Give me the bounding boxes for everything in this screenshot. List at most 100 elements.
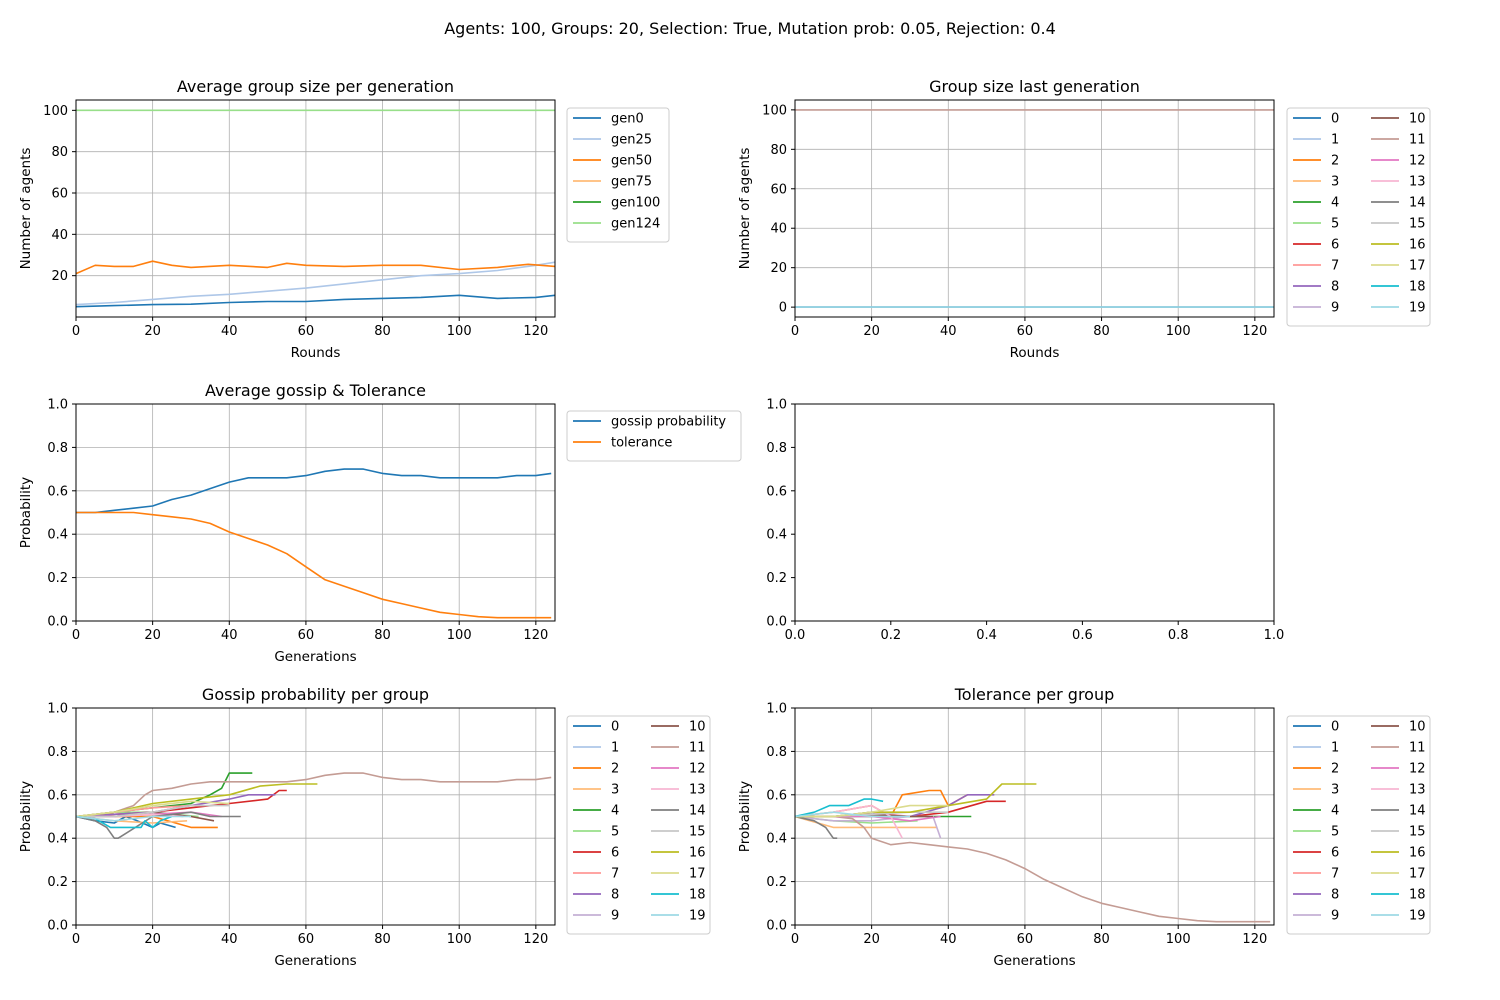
- y-tick-label: 0.6: [47, 788, 68, 803]
- y-tick-label: 0.0: [766, 615, 787, 630]
- legend-label: 1: [1331, 133, 1339, 148]
- y-tick-label: 0.4: [766, 832, 787, 847]
- legend-label: 16: [689, 846, 706, 861]
- legend-label: 7: [611, 867, 619, 882]
- series-line-gen25: [76, 261, 555, 306]
- axes-frame: [75, 99, 556, 318]
- legend-label: 5: [1331, 217, 1339, 232]
- legend-label: gen100: [611, 196, 660, 211]
- panel-tolerance_per_group: 0 20 40 60 80 100 1200.00.20.40.60.81.0Toleran…: [737, 685, 1431, 969]
- y-tick-label: 0.8: [766, 441, 787, 456]
- legend-label: 14: [1409, 196, 1426, 211]
- y-tick-label: 0.2: [766, 875, 787, 890]
- axes-frame: [75, 707, 556, 926]
- legend-label: 17: [689, 867, 706, 882]
- x-tick-label: 60: [298, 324, 315, 339]
- legend-label: 11: [1409, 133, 1426, 148]
- legend-label: 0: [1331, 112, 1339, 127]
- x-tick-label: 20: [863, 324, 880, 339]
- y-tick-label: 0.0: [47, 919, 68, 934]
- x-tick-label: 60: [1017, 324, 1034, 339]
- series-line-18: [76, 815, 173, 829]
- x-tick-label: 60: [1017, 932, 1034, 947]
- legend-label: 18: [689, 888, 706, 903]
- x-tick-label: 40: [940, 932, 957, 947]
- x-tick-label: 80: [374, 628, 391, 643]
- legend-label: 19: [689, 909, 706, 924]
- y-tick-label: 0.8: [47, 441, 68, 456]
- x-tick-label: 20: [144, 628, 161, 643]
- legend-label: 12: [1409, 154, 1426, 169]
- series-line-gossip probability: [76, 468, 552, 514]
- x-tick-label: 120: [523, 628, 548, 643]
- legend-label: 3: [611, 783, 619, 798]
- y-tick-label: 0.6: [766, 484, 787, 499]
- legend-label: 13: [1409, 175, 1426, 190]
- legend-label: 12: [1409, 762, 1426, 777]
- panel-empty_panel: 0.0 0.2 0.4 0.6 0.8 1.0 0.0 0.2 0.4 0.6 0.8 1.0: [766, 398, 1284, 644]
- legend-box: [1286, 107, 1431, 327]
- figure-title: Agents: 100, Groups: 20, Selection: True…: [444, 19, 1056, 38]
- legend-label: 4: [1331, 804, 1339, 819]
- series-line-15: [76, 804, 230, 818]
- x-tick-label: 0.2: [880, 628, 901, 643]
- legend-label: 2: [1331, 154, 1339, 169]
- legend-label: 3: [1331, 783, 1339, 798]
- x-tick-label: 60: [298, 932, 315, 947]
- y-tick-label: 20: [51, 269, 68, 284]
- legend-label: 18: [1409, 888, 1426, 903]
- x-axis-label: Generations: [274, 953, 356, 969]
- y-tick-label: 100: [762, 103, 787, 118]
- x-tick-label: 20: [144, 324, 161, 339]
- y-tick-label: 0.8: [766, 745, 787, 760]
- legend-label: 4: [611, 804, 619, 819]
- y-tick-label: 0.4: [766, 528, 787, 543]
- legend-box: [1286, 715, 1431, 935]
- series-line-14: [76, 811, 241, 840]
- legend-label: 8: [1331, 888, 1339, 903]
- x-tick-label: 100: [1166, 324, 1191, 339]
- series-line-gen0: [76, 294, 555, 308]
- legend-label: 10: [689, 720, 706, 735]
- series-group: [795, 109, 1274, 308]
- y-axis-label: Probability: [18, 477, 34, 548]
- x-tick-label: 80: [374, 932, 391, 947]
- y-tick-label: 0.0: [47, 615, 68, 630]
- legend: gen0 gen25 gen50 gen75 gen100 gen124: [566, 107, 670, 243]
- legend-label: 1: [611, 741, 619, 756]
- y-tick-label: 1.0: [766, 702, 787, 717]
- legend-label: 16: [1409, 238, 1426, 253]
- x-axis-label: Generations: [993, 953, 1075, 969]
- legend-label: 16: [1409, 846, 1426, 861]
- x-tick-label: 0: [72, 932, 80, 947]
- legend-label: gen50: [611, 154, 652, 169]
- y-tick-label: 40: [51, 228, 68, 243]
- x-tick-label: 40: [221, 628, 238, 643]
- series-group: [76, 468, 552, 619]
- x-tick-label: 0: [72, 628, 80, 643]
- series-line-18: [795, 798, 884, 818]
- x-tick-label: 120: [1242, 932, 1267, 947]
- legend-label: 7: [1331, 259, 1339, 274]
- x-axis-label: Generations: [274, 649, 356, 665]
- legend-label: 3: [1331, 175, 1339, 190]
- series-line-11: [795, 815, 1271, 923]
- legend-label: 10: [1409, 112, 1426, 127]
- panel-avg_gossip_tolerance: 0 20 40 60 80 100 120 0.0 0.2 0.4 0.6 0.8 1.0 Average…: [18, 381, 742, 665]
- y-tick-label: 0.2: [766, 571, 787, 586]
- legend-label: 15: [1409, 217, 1426, 232]
- x-tick-label: 40: [221, 324, 238, 339]
- x-tick-label: 0.4: [976, 628, 997, 643]
- legend-label: 6: [611, 846, 619, 861]
- y-tick-label: 0.4: [47, 528, 68, 543]
- y-axis-label: Probability: [737, 781, 753, 852]
- series-line-17: [795, 804, 949, 818]
- x-axis-label: Rounds: [291, 345, 341, 361]
- panel-gossip_per_group: 0 20 40 60 80 100 1200.00.20.40.60.81.0Gossip …: [18, 685, 711, 969]
- panel-title: Tolerance per group: [954, 685, 1115, 704]
- x-tick-label: 100: [447, 932, 472, 947]
